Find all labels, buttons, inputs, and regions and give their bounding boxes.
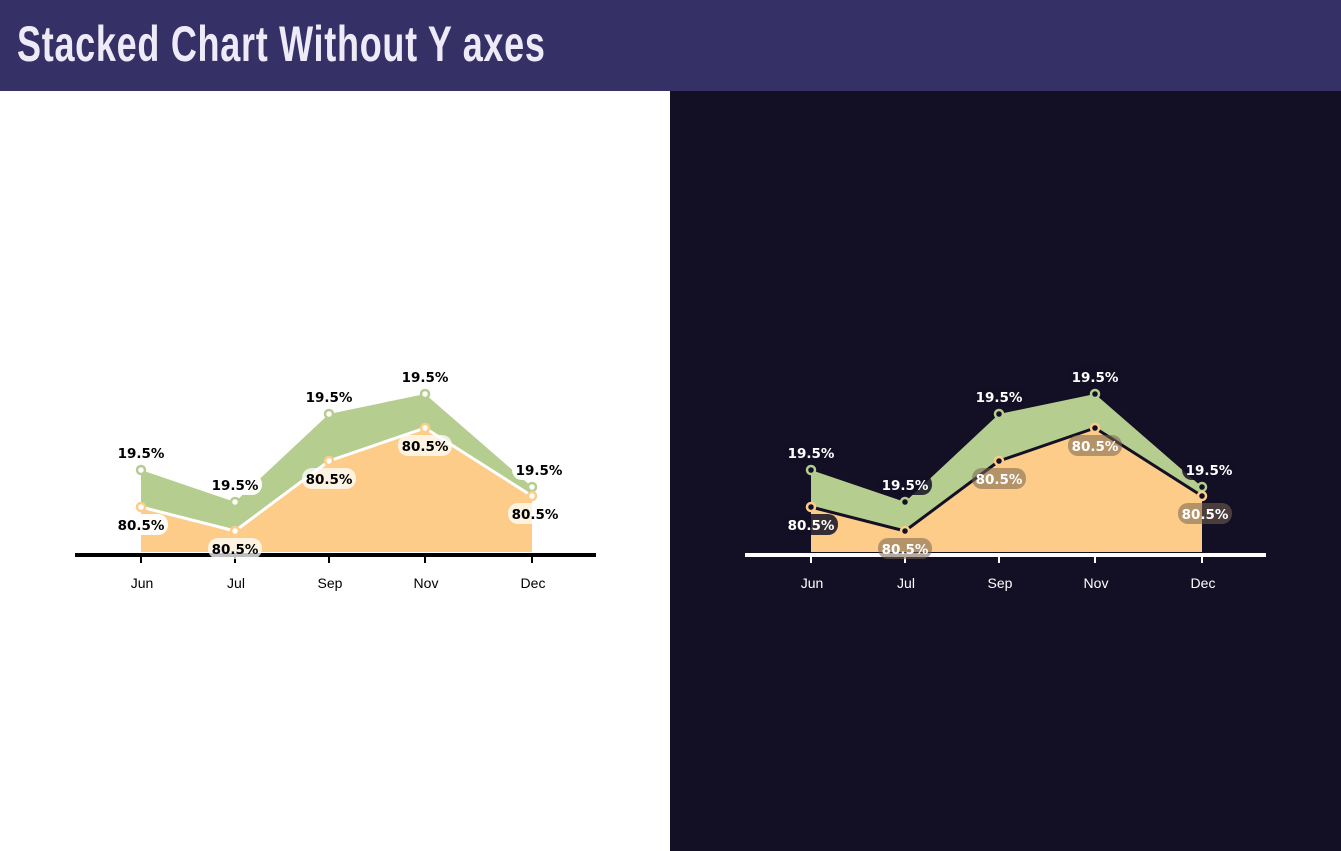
series-1-data-label-bg: [1178, 503, 1232, 524]
series-1-point: [135, 501, 147, 513]
series-1-point: [993, 455, 1005, 467]
series-2-data-label-bg: [302, 386, 356, 407]
dark-stacked-area-chart: Jun Jul Sep Nov Dec 19.5% 80.5% 19.5% 80.5% 19.5%…: [745, 366, 1266, 591]
series-2-data-label-bg: [784, 442, 838, 463]
series-1-data-label: 80.5%: [788, 518, 835, 534]
series-2-point: [1196, 481, 1208, 493]
x-tick-label: Nov: [1084, 575, 1109, 591]
series-1-area: [811, 428, 1202, 552]
series-1-data-label-bg: [878, 538, 932, 559]
series-1-data-label-bg: [1068, 435, 1122, 456]
series-2-data-label: 19.5%: [118, 446, 165, 462]
series-2-data-label-bg: [878, 474, 932, 495]
series-2-data-label-bg: [114, 442, 168, 463]
series-1-data-label: 80.5%: [306, 472, 353, 488]
dark-chart-panel: Jun Jul Sep Nov Dec 19.5% 80.5% 19.5% 80.5% 19.5%…: [670, 91, 1341, 851]
series-2-data-label: 19.5%: [306, 390, 353, 406]
series-1-data-label: 80.5%: [976, 472, 1023, 488]
series-1-area: [141, 428, 532, 552]
series-1-data-label-bg: [398, 435, 452, 456]
header-bar: Stacked Chart Without Y axes: [0, 0, 1341, 91]
series-1-data-label-bg: [972, 468, 1026, 489]
series-2-data-label-bg: [398, 366, 452, 387]
series-1-data-label-bg: [208, 538, 262, 559]
series-1-point: [419, 422, 431, 434]
series-2-data-label-bg: [1068, 366, 1122, 387]
series-2-point: [1089, 388, 1101, 400]
x-tick-label: Jul: [227, 575, 245, 591]
series-1-point: [526, 490, 538, 502]
series-2-area: [141, 394, 532, 531]
series-2-point: [899, 496, 911, 508]
series-2-point: [135, 464, 147, 476]
series-2-point: [323, 408, 335, 420]
series-2-data-label: 19.5%: [976, 390, 1023, 406]
series-1-data-label: 80.5%: [1182, 507, 1229, 523]
series-1-data-label-bg: [508, 503, 562, 524]
series-1-point: [899, 525, 911, 537]
series-2-point: [229, 496, 241, 508]
light-chart-panel: Jun Jul Sep Nov Dec 19.5% 80.5% 19.5% 80.5% 19.5%…: [0, 91, 670, 851]
x-tick-label: Jul: [897, 575, 915, 591]
series-1-data-label-bg: [114, 514, 168, 535]
series-2-data-label: 19.5%: [516, 463, 563, 479]
series-2-data-label-bg: [512, 459, 566, 480]
series-1-data-label-bg: [784, 514, 838, 535]
series-1-data-label: 80.5%: [1072, 439, 1119, 455]
series-1-point: [1089, 422, 1101, 434]
x-tick-label: Jun: [131, 575, 154, 591]
series-2-point: [526, 481, 538, 493]
series-1-point: [805, 501, 817, 513]
x-tick-label: Nov: [414, 575, 439, 591]
series-2-area: [811, 394, 1202, 531]
series-2-data-label-bg: [208, 474, 262, 495]
x-tick-label: Dec: [521, 575, 546, 591]
x-tick-label: Dec: [1191, 575, 1216, 591]
series-2-point: [419, 388, 431, 400]
series-1-data-label: 80.5%: [402, 439, 449, 455]
series-1-data-label: 80.5%: [212, 542, 259, 558]
series-1-point: [229, 525, 241, 537]
x-tick-label: Sep: [988, 575, 1013, 591]
series-2-data-label-bg: [972, 386, 1026, 407]
page-title: Stacked Chart Without Y axes: [17, 16, 546, 72]
series-2-point: [805, 464, 817, 476]
light-stacked-area-chart: Jun Jul Sep Nov Dec 19.5% 80.5% 19.5% 80.5% 19.5%…: [75, 366, 596, 591]
series-1-point: [1196, 490, 1208, 502]
series-1-data-label: 80.5%: [882, 542, 929, 558]
series-2-data-label: 19.5%: [882, 478, 929, 494]
series-2-data-label: 19.5%: [1186, 463, 1233, 479]
series-2-data-label: 19.5%: [788, 446, 835, 462]
series-1-point: [323, 455, 335, 467]
series-2-data-label: 19.5%: [1072, 370, 1119, 386]
series-2-data-label: 19.5%: [402, 370, 449, 386]
series-1-data-label-bg: [302, 468, 356, 489]
series-2-data-label: 19.5%: [212, 478, 259, 494]
series-1-data-label: 80.5%: [512, 507, 559, 523]
series-2-data-label-bg: [1182, 459, 1236, 480]
series-1-data-label: 80.5%: [118, 518, 165, 534]
series-2-point: [993, 408, 1005, 420]
x-tick-label: Sep: [318, 575, 343, 591]
x-tick-label: Jun: [801, 575, 824, 591]
